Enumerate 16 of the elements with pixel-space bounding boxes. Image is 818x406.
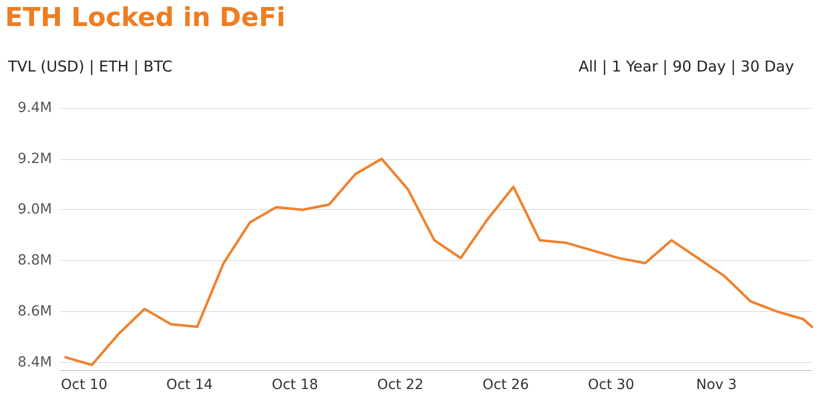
y-tick-label: 9.4M [18,100,52,116]
text: TVL (USD) | ETH | BTC [7,58,172,76]
y-tick-label: 9.2M [18,150,52,167]
y-tick-label: 9.0M [18,202,52,218]
x-tick-label: Oct 30 [588,377,634,393]
x-tick-label: Oct 22 [377,377,424,393]
x-tick-label: Oct 26 [482,377,530,393]
y-tick-label: 8.6M [18,303,52,320]
y-tick-label: 8.8M [18,252,52,269]
y-tick-label: 8.4M [18,354,52,370]
text: All | 1 Year | 90 Day | 30 Day [578,58,794,76]
x-tick-label: Nov 3 [696,377,737,393]
x-tick-label: Oct 18 [272,377,318,393]
chart-title: ETH Locked in DeFi [5,3,286,33]
x-tick-label: Oct 10 [60,377,108,393]
x-tick-label: Oct 14 [166,377,213,393]
